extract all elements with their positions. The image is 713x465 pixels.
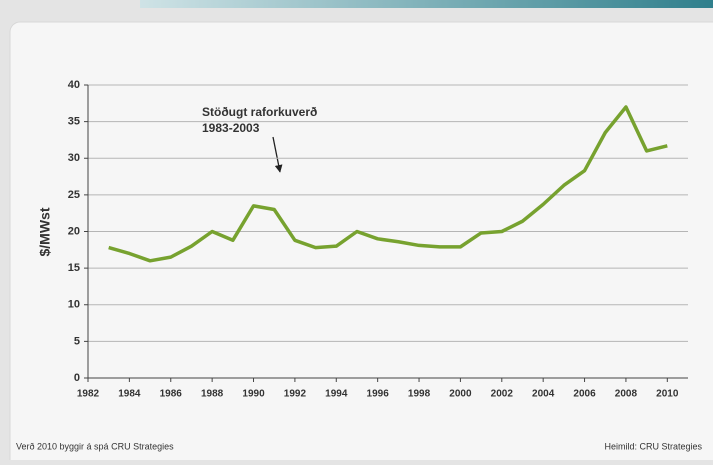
header-strip (140, 0, 713, 8)
x-tick-label: 1986 (160, 389, 183, 400)
panel (9, 21, 713, 465)
x-tick-label: 2004 (532, 389, 555, 400)
x-tick-label: 2008 (615, 389, 638, 400)
x-tick-label: 1996 (367, 389, 390, 400)
x-tick-label: 2002 (491, 389, 514, 400)
x-tick-label: 1982 (77, 389, 100, 400)
y-tick-label: 25 (68, 189, 80, 201)
annotation-arrow (272, 136, 283, 173)
x-tick-label: 1992 (284, 389, 307, 400)
y-tick-label: 40 (68, 79, 80, 91)
y-tick-label: 15 (68, 262, 80, 274)
y-tick-label: 35 (68, 116, 80, 128)
y-tick-label: 30 (68, 152, 80, 164)
source: Heimild: CRU Strategies (604, 441, 702, 451)
x-tick-label: 1998 (408, 389, 431, 400)
line-series (108, 105, 668, 263)
y-tick-label: 5 (74, 335, 80, 347)
annotation: Stöðugt raforkuverð (202, 105, 317, 119)
y-tick-label: 0 (74, 372, 80, 384)
footnote: Verð 2010 byggir á spá CRU Strategies (16, 441, 174, 451)
x-tick-label: 1994 (325, 389, 348, 400)
x-tick-label: 1988 (201, 389, 224, 400)
x-tick-label: 2006 (573, 389, 596, 400)
y-tick-label: 10 (68, 299, 80, 311)
x-tick-label: 2000 (449, 389, 472, 400)
x-tick-label: 2010 (656, 389, 679, 400)
y-tick-label: 20 (68, 225, 80, 237)
y-axis-label: $/MWst (37, 207, 53, 256)
x-tick-label: 1990 (242, 389, 265, 400)
annotation: 1983-2003 (202, 121, 260, 135)
x-tick-label: 1984 (118, 389, 141, 400)
